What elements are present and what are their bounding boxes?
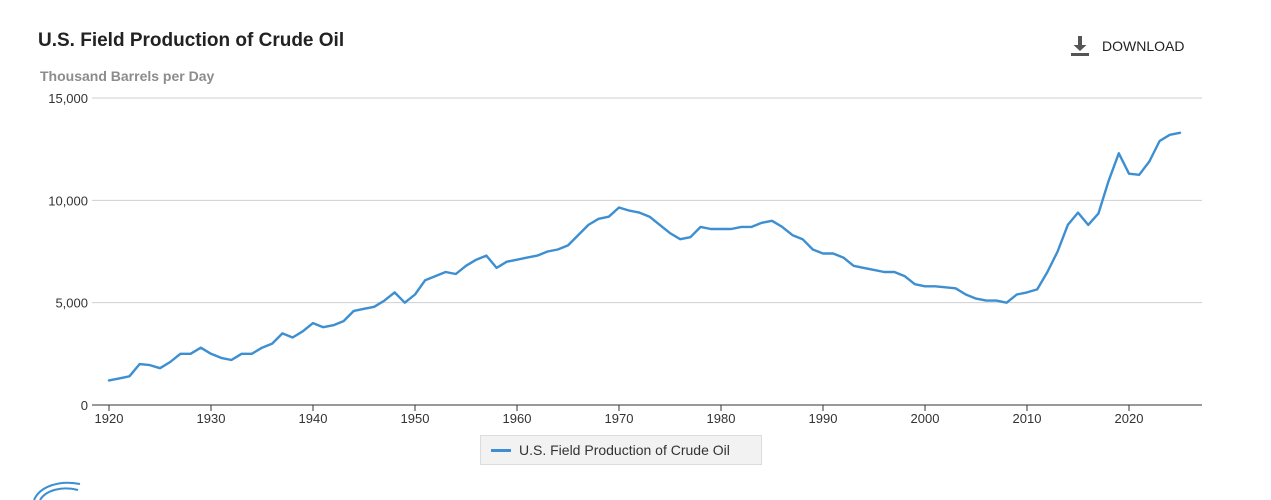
download-label: DOWNLOAD xyxy=(1102,38,1185,54)
x-tick-label: 1960 xyxy=(503,411,532,426)
legend-item[interactable]: U.S. Field Production of Crude Oil xyxy=(480,435,762,465)
x-axis-tick-labels: 1920 1930 1940 1950 1960 1970 1980 1990 2000 2010… xyxy=(95,411,1144,426)
download-button[interactable]: DOWNLOAD xyxy=(1068,34,1184,58)
legend-label: U.S. Field Production of Crude Oil xyxy=(519,442,730,458)
legend-swatch xyxy=(491,448,511,452)
x-tick-label: 1950 xyxy=(401,411,430,426)
x-tick-label: 1990 xyxy=(809,411,838,426)
logo-icon xyxy=(33,481,81,500)
x-tick-label: 1940 xyxy=(299,411,328,426)
x-tick-label: 2010 xyxy=(1013,411,1042,426)
chart-subtitle: Thousand Barrels per Day xyxy=(40,68,215,84)
y-tick-label: 15,000 xyxy=(48,91,88,106)
x-tick-label: 1930 xyxy=(197,411,226,426)
chart-title: U.S. Field Production of Crude Oil xyxy=(38,30,345,51)
axes xyxy=(92,404,1202,411)
y-tick-label: 0 xyxy=(81,398,88,413)
y-tick-label: 10,000 xyxy=(48,193,88,208)
download-icon xyxy=(1071,36,1089,56)
y-axis-tick-labels: 0 5,000 10,000 15,000 xyxy=(48,91,88,413)
grid-lines xyxy=(92,97,1202,304)
x-tick-label: 2000 xyxy=(911,411,940,426)
x-tick-label: 2020 xyxy=(1115,411,1144,426)
x-tick-label: 1980 xyxy=(707,411,736,426)
series-layer xyxy=(107,131,1182,382)
series-line xyxy=(107,131,1182,382)
x-tick-label: 1970 xyxy=(605,411,634,426)
x-tick-label: 1920 xyxy=(95,411,124,426)
y-tick-label: 5,000 xyxy=(55,296,88,311)
